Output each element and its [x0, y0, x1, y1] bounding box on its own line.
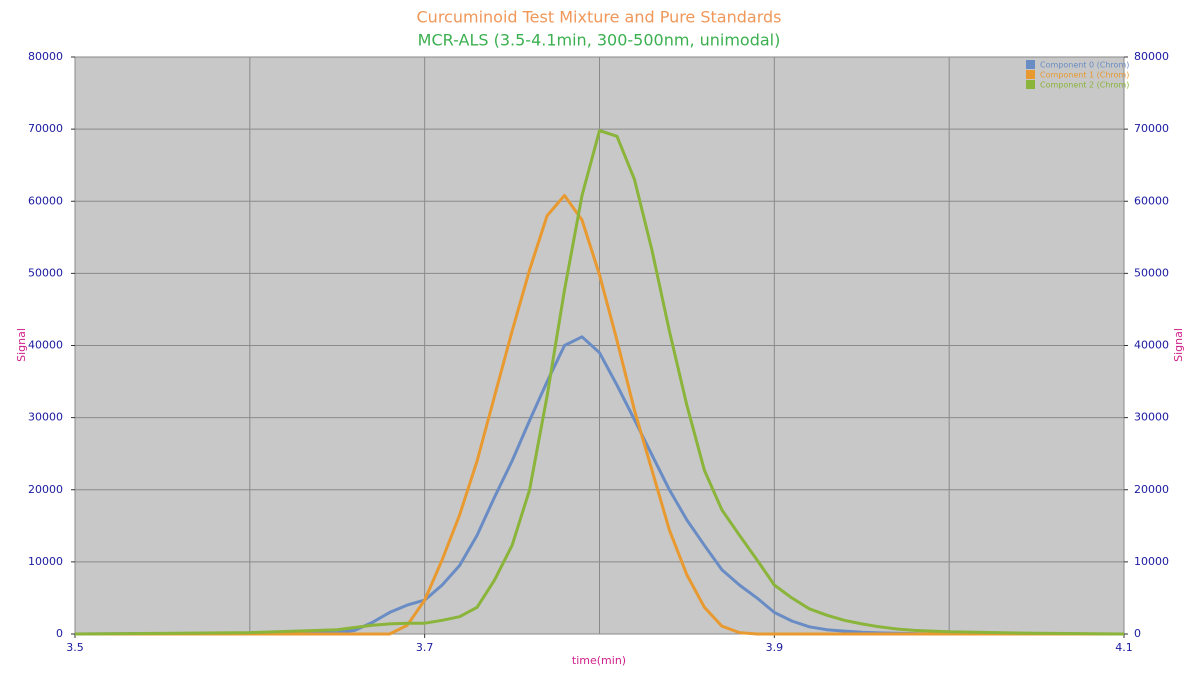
y-tick-label: 70000 [28, 122, 63, 135]
y2-axis-title: Signal [1172, 328, 1185, 362]
chart-subtitle: MCR-ALS (3.5-4.1min, 300-500nm, unimodal… [418, 31, 781, 50]
legend-swatch [1026, 60, 1035, 69]
y-axis-title: Signal [15, 328, 28, 362]
y2-tick-label: 20000 [1134, 483, 1169, 496]
y2-tick-label: 10000 [1134, 555, 1169, 568]
y2-tick-label: 50000 [1134, 266, 1169, 279]
legend-label: Component 1 (Chrom) [1040, 71, 1129, 80]
y2-tick-label: 70000 [1134, 122, 1169, 135]
y2-tick-label: 0 [1134, 627, 1141, 640]
data-line [75, 194, 1124, 636]
y2-tick-label: 60000 [1134, 194, 1169, 207]
y-tick-label: 50000 [28, 266, 63, 279]
y2-tick-label: 30000 [1134, 411, 1169, 424]
y-tick-label: 60000 [28, 194, 63, 207]
chart-title: Curcuminoid Test Mixture and Pure Standa… [417, 8, 782, 27]
y-tick-label: 80000 [28, 50, 63, 63]
y2-tick-label: 40000 [1134, 339, 1169, 352]
data-line [74, 129, 1125, 636]
y-tick-label: 0 [56, 627, 63, 640]
y-tick-label: 30000 [28, 411, 63, 424]
legend-swatch [1026, 80, 1035, 89]
y-tick-label: 40000 [28, 339, 63, 352]
y-tick-label: 10000 [28, 555, 63, 568]
y2-tick-label: 80000 [1134, 50, 1169, 63]
legend-label: Component 2 (Chrom) [1040, 81, 1129, 90]
y-tick-label: 20000 [28, 483, 63, 496]
x-tick-label: 4.1 [1115, 641, 1133, 654]
x-tick-label: 3.7 [416, 641, 434, 654]
x-axis-title: time(min) [572, 654, 626, 667]
legend-swatch [1026, 70, 1035, 79]
legend-label: Component 0 (Chrom) [1040, 61, 1129, 70]
x-tick-label: 3.9 [766, 641, 784, 654]
x-tick-label: 3.5 [66, 641, 84, 654]
